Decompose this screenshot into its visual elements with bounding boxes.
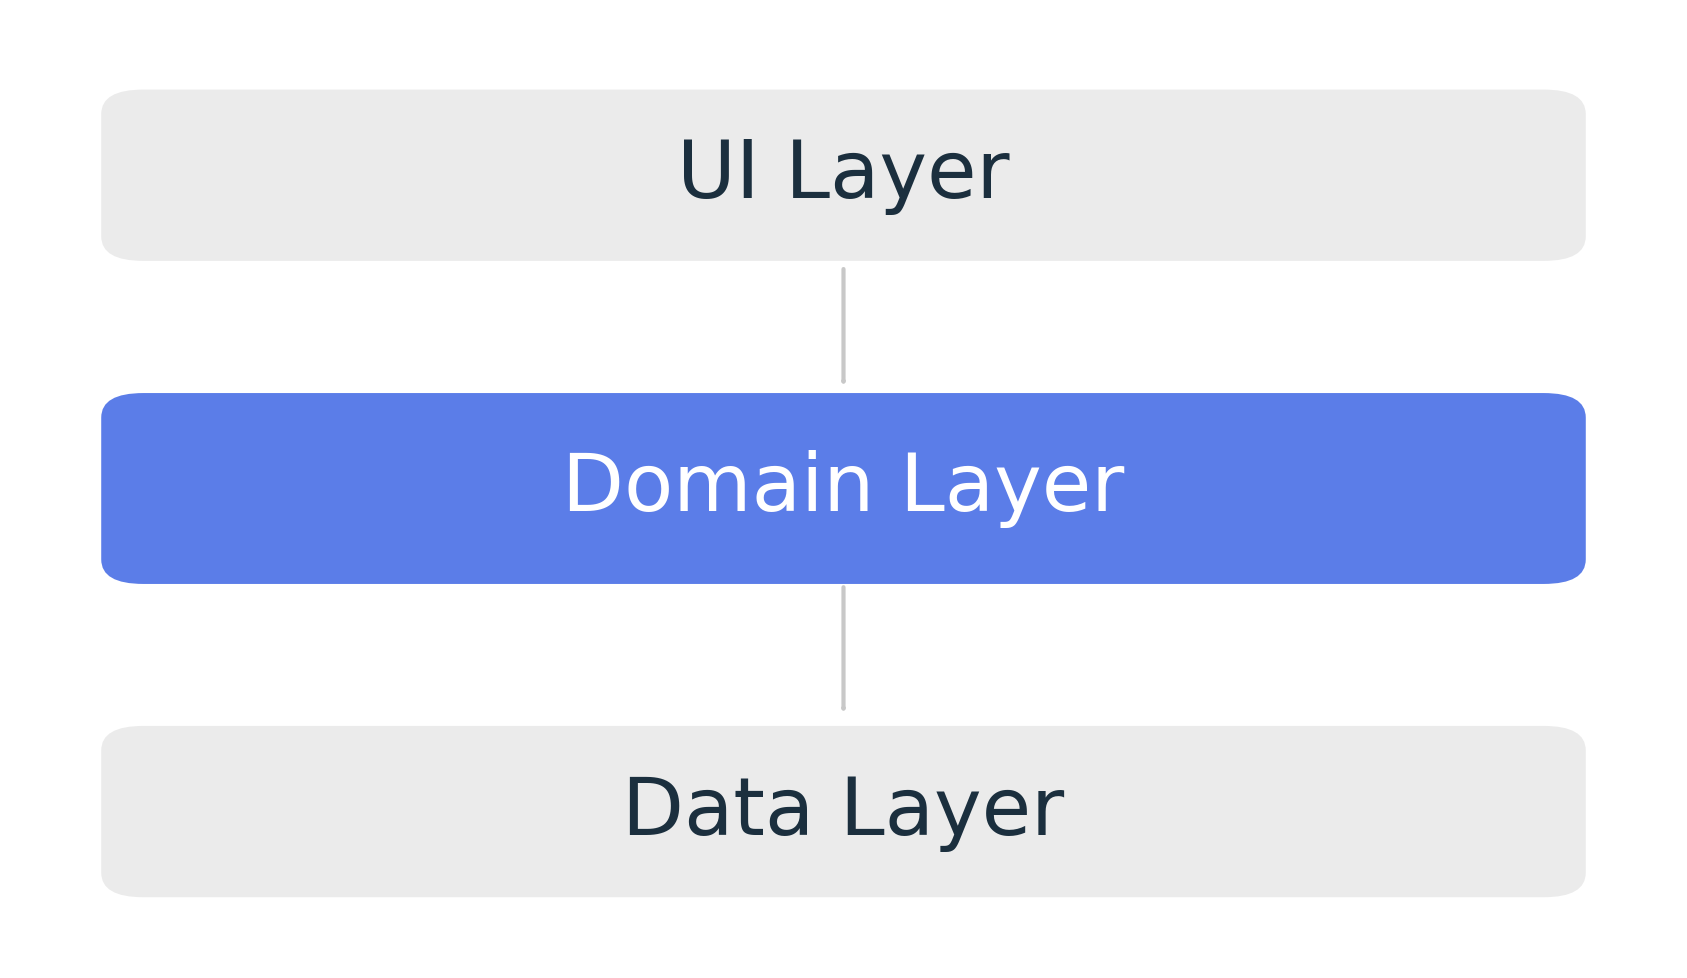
Text: Domain Layer: Domain Layer (562, 450, 1125, 528)
FancyBboxPatch shape (101, 726, 1586, 898)
Text: UI Layer: UI Layer (676, 137, 1011, 215)
FancyBboxPatch shape (101, 91, 1586, 262)
FancyBboxPatch shape (101, 394, 1586, 585)
Text: Data Layer: Data Layer (623, 773, 1064, 851)
